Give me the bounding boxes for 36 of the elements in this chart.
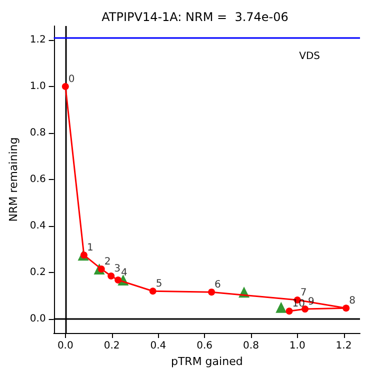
point — [276, 302, 287, 313]
x-axis-title: pTRM gained — [170, 354, 243, 368]
y-tick-label: 0.4 — [30, 220, 46, 232]
annotation: 2 — [104, 256, 111, 268]
chart-title: ATPIPV14-1A: NRM = 3.74e-06 — [102, 10, 288, 24]
y-tick-label: 1.2 — [30, 34, 46, 46]
annotation: 8 — [349, 296, 356, 307]
y-tick-label: 0.8 — [30, 127, 46, 138]
annotation: 7 — [300, 287, 307, 298]
point — [149, 288, 156, 295]
annotation: 0 — [68, 74, 75, 85]
point — [62, 82, 69, 90]
point — [208, 288, 216, 296]
point — [302, 306, 309, 313]
point — [108, 272, 115, 280]
x-tick-label: 0.2 — [104, 340, 120, 352]
x-tick-label: 0.4 — [150, 340, 166, 352]
point — [342, 304, 350, 312]
x-tick-label: 1.0 — [289, 340, 306, 352]
x-tick-label: 0.0 — [57, 340, 74, 352]
x-tick-label: 1.2 — [336, 340, 352, 352]
point — [114, 276, 122, 284]
y-tick-label: 0.2 — [30, 267, 46, 278]
annotation: 4 — [121, 267, 128, 278]
point — [286, 308, 293, 315]
y-tick-label: 0.0 — [30, 314, 46, 325]
x-tick-label: 0.8 — [243, 340, 259, 352]
annotation: 6 — [214, 280, 221, 291]
annotation: 1 — [86, 242, 94, 254]
annotation: 5 — [156, 278, 162, 290]
y-tick-label: 0.6 — [30, 174, 46, 185]
y-tick-label: 1.0 — [30, 80, 46, 92]
annotation: 3 — [114, 264, 120, 275]
x-tick-label: 0.6 — [196, 340, 213, 352]
ref-line-label: VDS — [299, 51, 320, 62]
y-axis-title: NRM remaining — [7, 137, 20, 222]
